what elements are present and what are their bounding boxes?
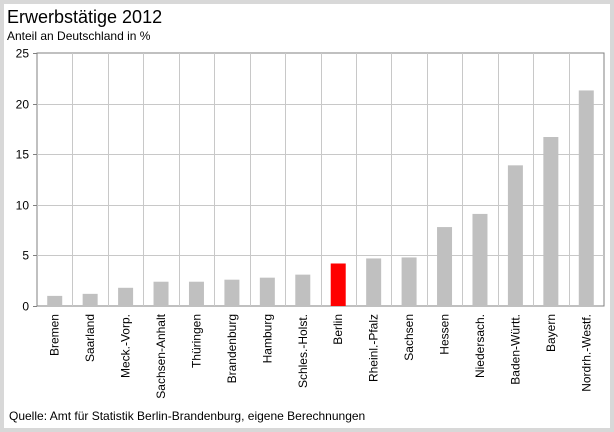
x-tick-label: Schles.-Holst. — [296, 314, 310, 388]
x-tick-label: Berlin — [331, 314, 345, 345]
bar-sachsen — [401, 257, 417, 306]
bar-nordrh-westf- — [578, 90, 594, 306]
y-tick-label: 15 — [16, 148, 30, 162]
bar-sachsen-anhalt — [153, 281, 169, 306]
bar-hessen — [437, 227, 453, 306]
x-tick-label: Sachsen — [402, 314, 416, 361]
x-tick-label: Meck.-Vorp. — [119, 314, 133, 378]
y-tick-label: 10 — [16, 199, 30, 213]
bar-chart: 0 5 10 15 20 25 Bremen Saarland Meck.-Vorp. Sachs… — [16, 47, 605, 399]
x-tick-label: Bayern — [544, 314, 558, 352]
bar-bremen — [47, 295, 63, 306]
bar-meck-vorp- — [118, 287, 134, 306]
bar-berlin — [330, 263, 346, 306]
x-tick-label: Hamburg — [260, 314, 274, 363]
chart-subtitle: Anteil an Deutschland in % — [7, 29, 151, 43]
x-tick-label: Rheinl.-Pfalz — [367, 314, 381, 382]
bar-baden-württ- — [507, 165, 523, 306]
x-tick-label: Niedersach. — [473, 314, 487, 378]
bar-saarland — [82, 293, 98, 306]
plot-area-border — [36, 52, 605, 307]
x-tick-label: Hessen — [438, 314, 452, 355]
x-tick-label: Saarland — [83, 314, 97, 362]
bar-rheinl-pfalz — [366, 258, 382, 306]
x-tick-label: Thüringen — [189, 314, 203, 368]
source-note: Quelle: Amt für Statistik Berlin-Branden… — [9, 409, 366, 423]
x-tick-label: Nordrh.-Westf. — [579, 314, 593, 392]
y-tick-label: 5 — [22, 249, 29, 263]
x-tick-label: Bremen — [48, 314, 62, 356]
bar-bayern — [543, 136, 559, 306]
bar-brandenburg — [224, 279, 240, 306]
bar-thüringen — [188, 281, 204, 306]
chart-title: Erwerbstätige 2012 — [7, 7, 163, 27]
x-tick-label: Baden-Württ. — [508, 314, 522, 385]
x-tick-label: Brandenburg — [225, 314, 239, 383]
bar-hamburg — [259, 277, 275, 306]
x-tick-label: Sachsen-Anhalt — [154, 313, 168, 398]
y-tick-label: 25 — [16, 47, 30, 61]
bar-niedersach- — [472, 213, 488, 306]
y-tick-label: 0 — [22, 300, 29, 314]
y-tick-label: 20 — [16, 98, 30, 112]
bar-schles-holst- — [295, 274, 311, 306]
